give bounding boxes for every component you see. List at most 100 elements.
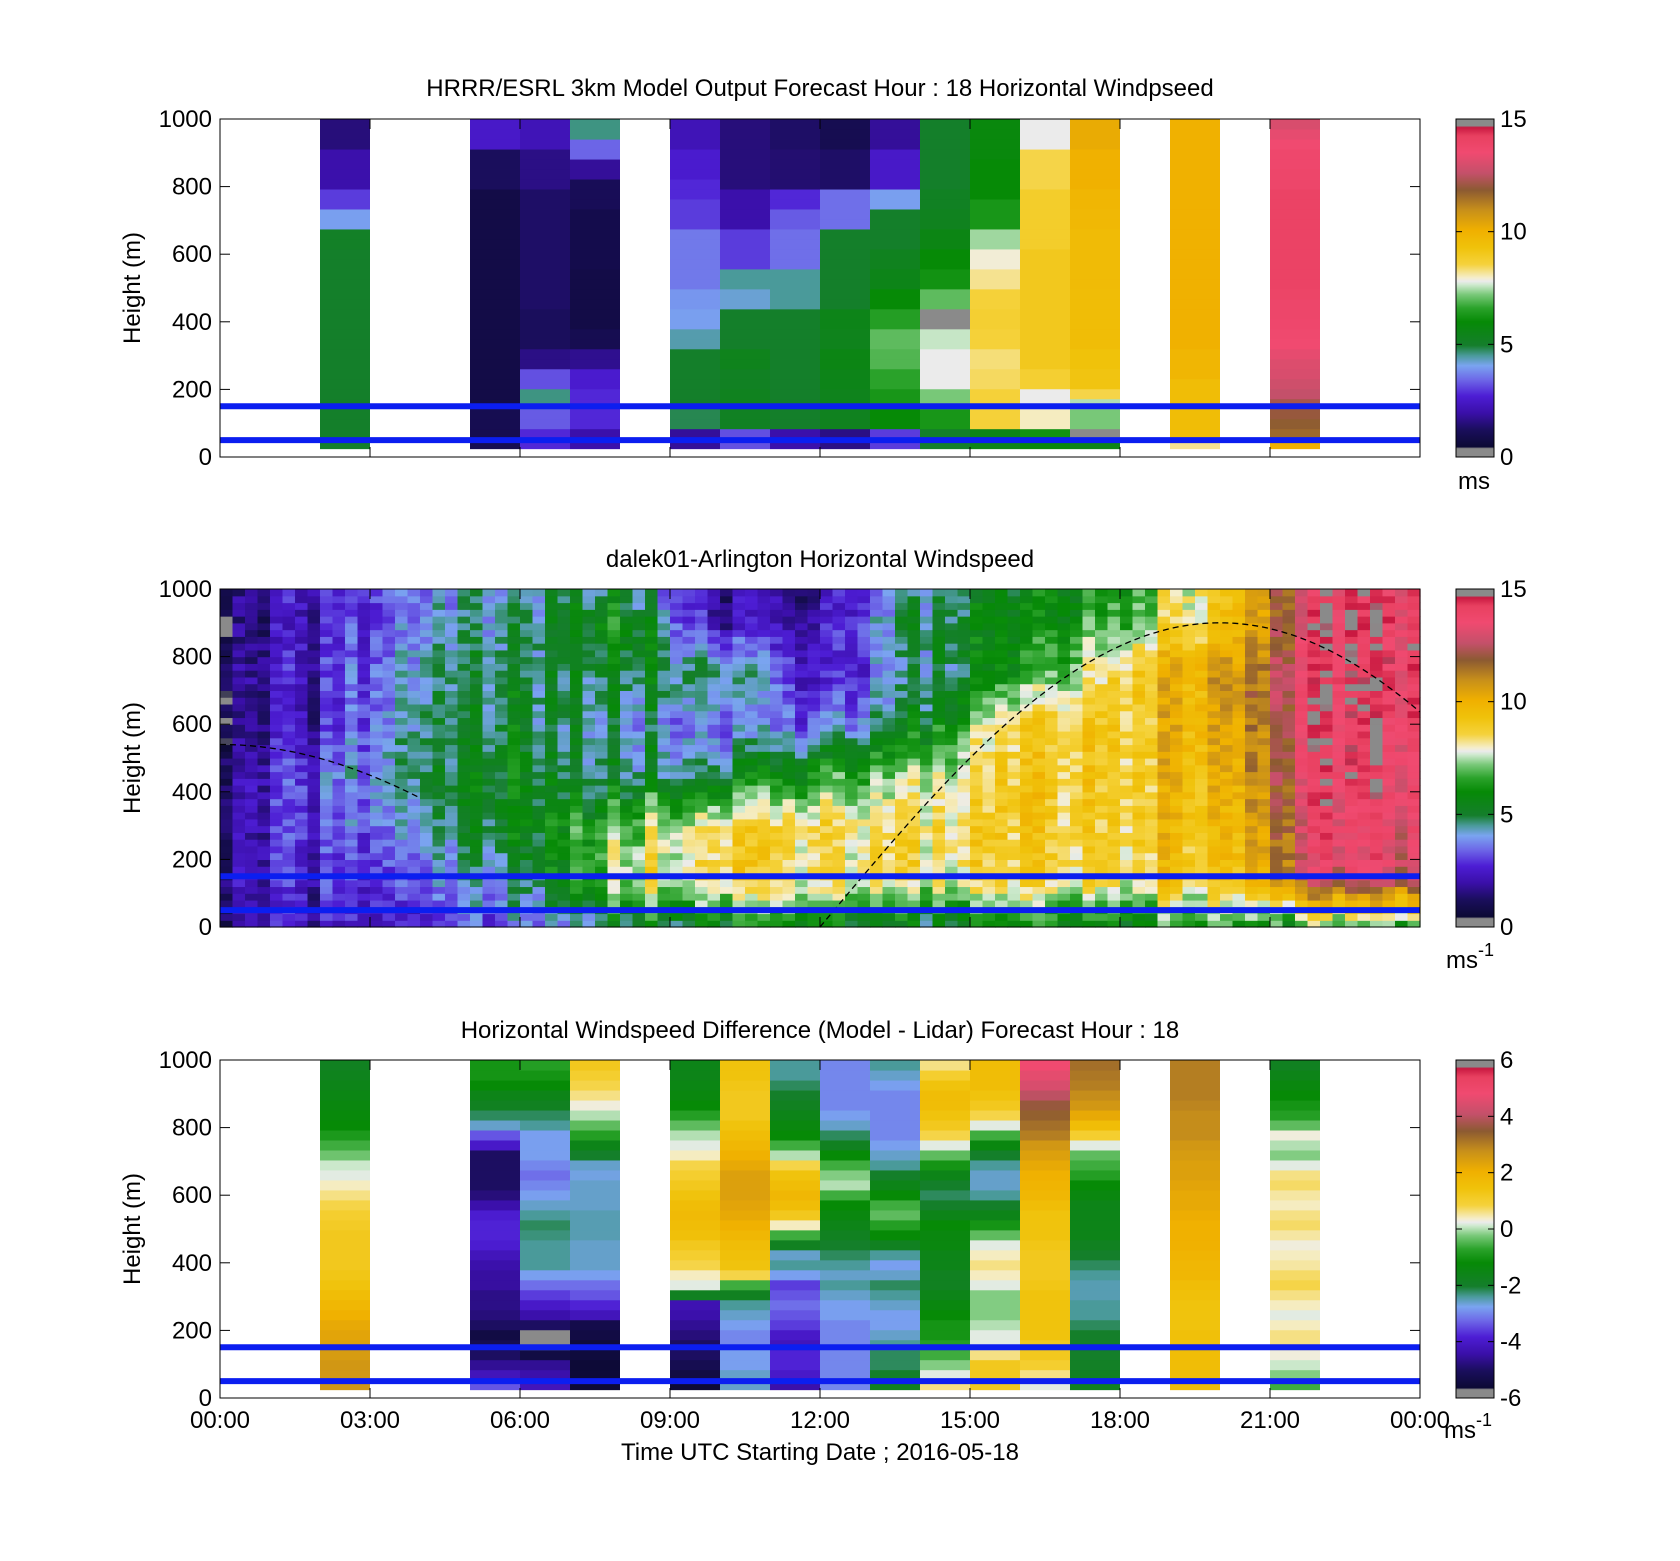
- heatmap-cell: [570, 378, 620, 390]
- heatmap-cell: [1070, 758, 1084, 766]
- heatmap-cell: [545, 893, 559, 901]
- heatmap-cell: [1257, 609, 1271, 617]
- heatmap-cell: [407, 845, 421, 854]
- heatmap-cell: [620, 839, 634, 847]
- heatmap-cell: [970, 683, 984, 691]
- heatmap-cell: [345, 589, 359, 597]
- heatmap-cell: [1070, 338, 1120, 350]
- heatmap-cell: [1057, 886, 1071, 894]
- heatmap-cell: [482, 697, 496, 705]
- heatmap-cell: [307, 771, 321, 779]
- heatmap-cell: [882, 812, 896, 820]
- heatmap-cell: [1045, 636, 1059, 644]
- heatmap-cell: [920, 893, 934, 901]
- heatmap-cell: [782, 845, 796, 854]
- heatmap-cell: [1132, 649, 1146, 658]
- heatmap-cell: [645, 602, 659, 610]
- heatmap-cell: [407, 893, 421, 901]
- heatmap-cell: [345, 602, 359, 610]
- heatmap-cell: [995, 886, 1009, 894]
- heatmap-cell: [757, 602, 771, 610]
- heatmap-cell: [1170, 119, 1220, 130]
- heatmap-cell: [657, 589, 671, 597]
- heatmap-cell: [257, 656, 271, 664]
- heatmap-cell: [657, 791, 671, 800]
- heatmap-cell: [307, 690, 321, 698]
- heatmap-cell: [657, 649, 671, 658]
- heatmap-cell: [745, 751, 759, 759]
- heatmap-cell: [720, 818, 734, 827]
- heatmap-cell: [370, 629, 384, 637]
- heatmap-cell: [1195, 622, 1209, 631]
- heatmap-cell: [982, 710, 996, 719]
- heatmap-cell: [757, 805, 771, 813]
- heatmap-cell: [632, 899, 646, 908]
- heatmap-cell: [632, 643, 646, 651]
- heatmap-cell: [320, 616, 334, 624]
- panel-title: dalek01-Arlington Horizontal Windspeed: [606, 546, 1034, 573]
- heatmap-cell: [670, 913, 684, 921]
- heatmap-cell: [982, 845, 996, 854]
- heatmap-cell: [670, 158, 720, 170]
- heatmap-cell: [907, 595, 921, 604]
- heatmap-cell: [1070, 148, 1120, 160]
- heatmap-cell: [1070, 378, 1120, 390]
- heatmap-cell: [732, 690, 746, 698]
- heatmap-cell: [545, 656, 559, 664]
- heatmap-cell: [295, 818, 309, 827]
- heatmap-cell: [957, 764, 971, 773]
- heatmap-cell: [845, 602, 859, 610]
- heatmap-cell: [320, 893, 334, 901]
- heatmap-cell: [257, 602, 271, 610]
- heatmap-cell: [1070, 710, 1084, 719]
- heatmap-cell: [907, 913, 921, 921]
- heatmap-cell: [1120, 663, 1134, 671]
- heatmap-cell: [907, 805, 921, 813]
- heatmap-cell: [1282, 730, 1296, 739]
- heatmap-cell: [695, 886, 709, 894]
- heatmap-cell: [320, 378, 370, 390]
- heatmap-cell: [770, 418, 820, 430]
- heatmap-cell: [532, 845, 546, 854]
- heatmap-cell: [1057, 805, 1071, 813]
- heatmap-cell: [1170, 388, 1220, 400]
- heatmap-cell: [720, 428, 770, 440]
- heatmap-cell: [320, 128, 370, 140]
- heatmap-cell: [482, 683, 496, 691]
- heatmap-cell: [807, 791, 821, 800]
- heatmap-cell: [882, 595, 896, 604]
- heatmap-cell: [245, 670, 259, 678]
- heatmap-cell: [720, 119, 770, 130]
- heatmap-cell: [870, 690, 884, 698]
- heatmap-cell: [1020, 920, 1034, 928]
- heatmap-cell: [1270, 248, 1320, 260]
- heatmap-cell: [1120, 866, 1134, 874]
- heatmap-cell: [270, 758, 284, 766]
- heatmap-cell: [332, 683, 346, 691]
- heatmap-cell: [370, 703, 384, 712]
- heatmap-cell: [257, 764, 271, 773]
- heatmap-cell: [520, 913, 534, 921]
- heatmap-cell: [1245, 724, 1259, 732]
- heatmap-cell: [507, 791, 521, 800]
- heatmap-cell: [457, 730, 471, 739]
- heatmap-cell: [332, 737, 346, 746]
- heatmap-cell: [357, 859, 371, 867]
- colorbar: [1455, 118, 1495, 458]
- heatmap-cell: [1282, 791, 1296, 800]
- heatmap-cell: [982, 818, 996, 827]
- heatmap-cell: [1145, 920, 1159, 928]
- heatmap-cell: [907, 717, 921, 725]
- heatmap-cell: [670, 208, 720, 220]
- heatmap-cell: [707, 670, 721, 678]
- heatmap-cell: [282, 913, 296, 921]
- heatmap-cell: [920, 920, 934, 928]
- heatmap-cell: [857, 710, 871, 719]
- heatmap-cell: [907, 724, 921, 732]
- heatmap-cell: [570, 724, 584, 732]
- heatmap-cell: [770, 358, 820, 370]
- heatmap-cell: [970, 418, 1020, 430]
- heatmap-cell: [670, 899, 684, 908]
- heatmap-cell: [1270, 643, 1284, 651]
- heatmap-cell: [1307, 683, 1321, 691]
